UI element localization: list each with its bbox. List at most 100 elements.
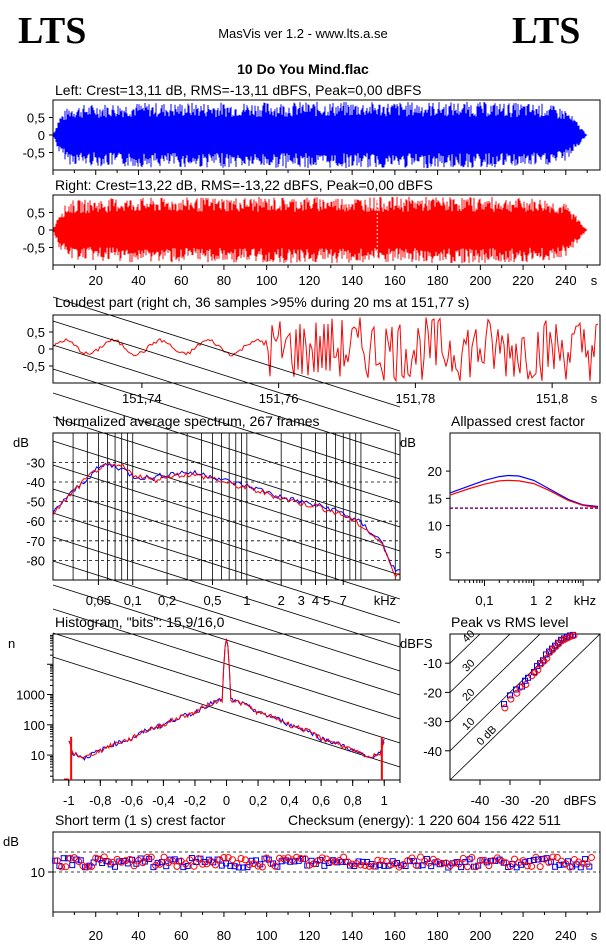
short-term-crest-point-right <box>579 859 587 867</box>
short-term-crest-point-right <box>417 853 425 861</box>
short-term-crest-xtick-label: 20 <box>89 928 103 943</box>
spectrum-ytick-label: -80 <box>26 553 45 568</box>
peak-vs-rms-ytick-label: -20 <box>423 685 442 700</box>
spectrum-xtick-label: 2 <box>278 593 285 608</box>
short-term-crest-point-right <box>532 853 540 861</box>
peak-vs-rms-point-right <box>543 654 551 662</box>
short-term-crest-point-left <box>73 856 80 863</box>
allpassed-crest-xtick-label: 0,1 <box>475 593 493 608</box>
short-term-crest-point-right <box>83 863 91 871</box>
spectrum-slope-line <box>52 536 401 648</box>
right-waveform-xtick-label: 200 <box>469 273 491 288</box>
histogram-ytick-label: 100 <box>23 718 45 733</box>
allpass-title: Allpassed crest factor <box>451 413 585 429</box>
short-term-crest-point-right <box>528 862 536 870</box>
peak-vs-rms-crest-line <box>450 634 600 780</box>
histogram-xtick-label: 0,4 <box>281 793 299 808</box>
short-term-crest-point-right <box>434 858 442 866</box>
spectrum-slope-line <box>52 440 401 552</box>
short-term-crest-point-left <box>535 856 542 863</box>
loudest-part-xlabel: s <box>591 391 598 406</box>
short-term-crest-point-left <box>347 862 354 869</box>
short-term-crest-point-left <box>552 863 559 870</box>
histogram-series-right <box>68 638 385 760</box>
peak-vs-rms-point-right <box>513 689 521 697</box>
peak-vs-rms-ytick-label: -10 <box>423 656 442 671</box>
spectrum-slope-line <box>52 488 401 600</box>
short-term-crest-xtick-label: 140 <box>341 928 363 943</box>
short-term-crest-point-right <box>216 856 224 864</box>
spectrum-slope-line <box>52 656 401 768</box>
short-term-crest-point-right <box>412 861 420 869</box>
peak-vs-rms-crest-label: 40 <box>460 628 477 645</box>
spectrum-ytick-label: -30 <box>26 455 45 470</box>
short-term-crest-point-right <box>425 859 433 867</box>
short-term-crest-point-right <box>194 855 202 863</box>
right-waveform-title: Right: Crest=13,22 dB, RMS=-13,22 dBFS, … <box>55 177 433 193</box>
peak-vs-rms-crest-label: 10 <box>460 716 477 733</box>
short-term-crest-point-left <box>496 856 503 863</box>
histogram-xtick-label: 1 <box>381 793 388 808</box>
short-term-crest-point-left <box>295 857 302 864</box>
peak-vs-rms-crest-label: 30 <box>460 657 477 674</box>
file-title: 10 Do You Mind.flac <box>237 61 369 77</box>
short-term-crest-point-left <box>77 857 84 864</box>
histogram-xtick-label: -0,6 <box>121 793 143 808</box>
short-term-crest-point-right <box>224 854 232 862</box>
short-term-crest-point-right <box>233 860 241 868</box>
short-term-crest-point-right <box>553 853 561 861</box>
short-term-crest-point-right <box>122 857 130 865</box>
short-term-crest-point-right <box>152 861 160 869</box>
right-waveform-xtick-label: 100 <box>256 273 278 288</box>
short-term-crest-point-right <box>220 854 228 862</box>
right-waveform-xtick-label: 20 <box>89 273 103 288</box>
loudest-part-line <box>53 316 599 383</box>
right-waveform-wave <box>53 196 588 264</box>
short-term-crest-point-right <box>143 854 151 862</box>
short-term-crest-point-right <box>472 863 480 871</box>
loudest-part-title: Loudest part (right ch, 36 samples >95% … <box>55 294 470 310</box>
short-term-crest-point-right <box>75 857 83 865</box>
peak-vs-rms-ytick-label: -40 <box>423 744 442 759</box>
short-term-crest-point-left <box>522 859 529 866</box>
histogram-xtick-label: -0,4 <box>152 793 174 808</box>
loudest-part-xtick-label: 151,74 <box>122 391 162 406</box>
spectrum-xtick-label: 5 <box>323 593 330 608</box>
peak-vs-rms-point-left <box>513 686 519 693</box>
short-term-crest-point-right <box>211 861 219 869</box>
peak-vs-rms-point-right <box>534 666 542 674</box>
short-term-crest-point-left <box>402 863 409 870</box>
peak-vs-rms-point-right <box>501 704 509 712</box>
short-term-crest-point-right <box>387 861 395 869</box>
histogram-frame <box>52 633 401 781</box>
left-waveform-wave-path <box>53 101 588 169</box>
short-term-crest-point-right <box>246 861 254 869</box>
short-term-crest-xtick-label: 220 <box>512 928 534 943</box>
short-term-crest-point-right <box>156 860 164 868</box>
peak-vs-rms-point-right <box>522 681 530 689</box>
spectrum-slope-line <box>52 368 401 480</box>
histogram-ytick-label: 10 <box>31 748 45 763</box>
short-term-crest-point-right <box>130 862 138 870</box>
short-term-crest-point-right <box>258 863 266 871</box>
short-term-crest-xtick-label: 180 <box>427 928 449 943</box>
short-term-crest-point-right <box>481 856 489 864</box>
short-term-crest-point-right <box>280 855 288 863</box>
peak-vs-rms-point-right <box>570 631 578 639</box>
left-waveform-ytick-label: 0,5 <box>27 111 45 126</box>
loudest-part-xtick-label: 151,8 <box>536 391 569 406</box>
short-term-crest-point-left <box>564 858 571 865</box>
short-term-crest-point-left <box>188 855 195 862</box>
spectrum-xtick-label: 4 <box>312 593 319 608</box>
short-term-crest-point-right <box>275 854 283 862</box>
short-term-crest-point-right <box>421 857 429 865</box>
short-term-crest-point-left <box>146 856 153 863</box>
right-waveform-xtick-label: 80 <box>217 273 231 288</box>
spectrum-title: Normalized average spectrum, 267 frames <box>55 413 320 429</box>
allpassed-crest-ytick-label: 10 <box>428 519 442 534</box>
short-term-crest-point-right <box>464 863 472 871</box>
short-term-crest-point-right <box>348 860 356 868</box>
peak-vs-rms-point-left <box>507 692 513 699</box>
right-waveform-xtick-label: 140 <box>341 273 363 288</box>
logo-left: LTS <box>18 10 87 52</box>
